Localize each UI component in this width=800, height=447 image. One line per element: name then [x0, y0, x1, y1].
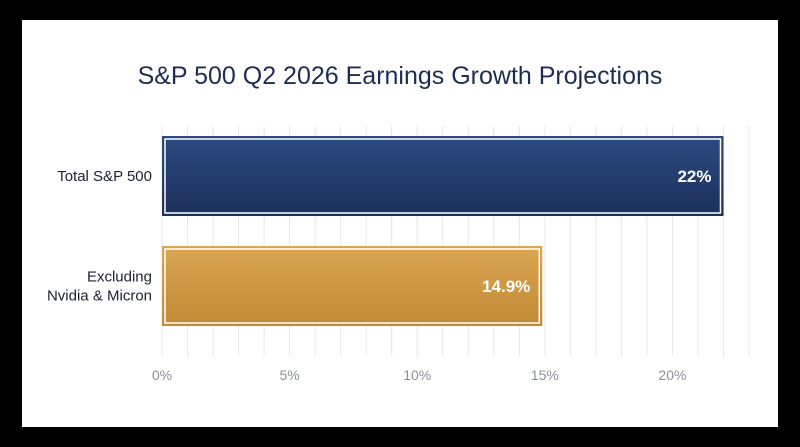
- data-label: 22%: [677, 167, 711, 186]
- labels: 0% 5% 10% 15% 20% 22% Total S&P 500 14.9% Exclud…: [47, 167, 712, 383]
- chart-card: S&P 500 Q2 2026 Earnings Growth Projecti…: [22, 20, 778, 427]
- x-tick-label: 15%: [531, 367, 559, 383]
- bar: [162, 136, 724, 216]
- bars: [162, 136, 724, 326]
- category-label: Excluding: [87, 269, 152, 286]
- chart-title: S&P 500 Q2 2026 Earnings Growth Projecti…: [138, 62, 663, 90]
- data-label: 14.9%: [482, 277, 530, 296]
- bar: [162, 246, 543, 326]
- x-tick-label: 0%: [152, 367, 172, 383]
- x-tick-label: 5%: [279, 367, 299, 383]
- bar-inner-border: [164, 138, 722, 214]
- x-tick-label: 20%: [658, 367, 686, 383]
- category-label: Total S&P 500: [57, 168, 152, 185]
- bar-inner-border: [164, 248, 541, 324]
- chart-svg: S&P 500 Q2 2026 Earnings Growth Projecti…: [47, 62, 750, 383]
- category-label: Nvidia & Micron: [47, 288, 152, 305]
- x-tick-label: 10%: [403, 367, 431, 383]
